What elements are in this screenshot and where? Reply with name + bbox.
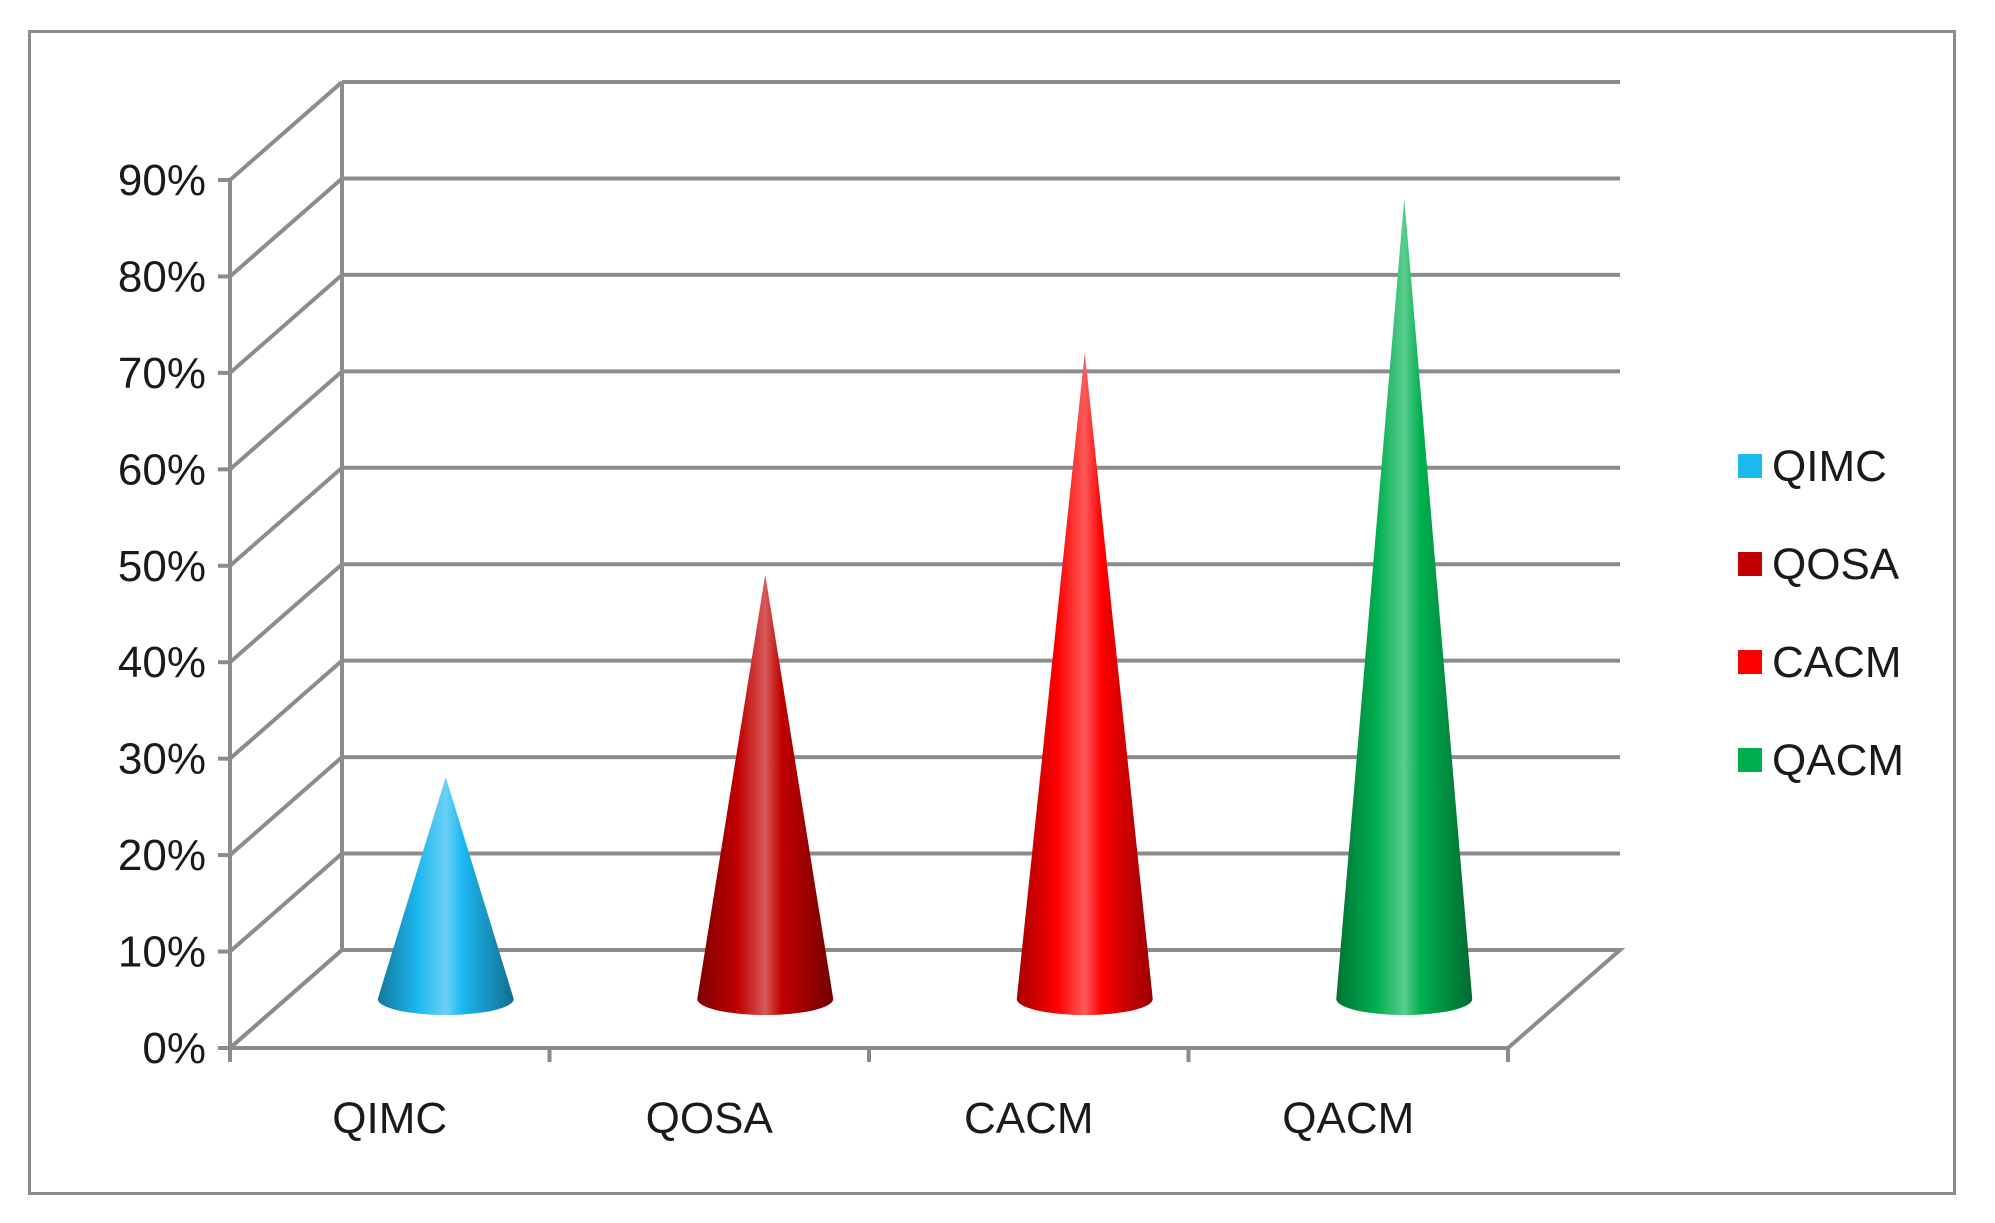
y-tick-label: 80%	[118, 252, 206, 301]
legend-label: CACM	[1772, 638, 1902, 687]
y-tick-label: 0%	[142, 1024, 206, 1073]
side-gridline	[228, 659, 344, 761]
legend-label: QIMC	[1772, 442, 1887, 491]
x-category-label: CACM	[964, 1094, 1094, 1143]
legend-label: QOSA	[1772, 540, 1900, 589]
y-axis-tick-labels: 0% 10% 20% 30% 40% 50% 60% 70% 80% 90%	[118, 156, 206, 1073]
cone-qacm	[1336, 198, 1473, 1015]
y-tick-label: 20%	[118, 831, 206, 880]
legend-swatch	[1738, 650, 1762, 674]
side-gridline	[228, 80, 344, 182]
side-gridline	[228, 369, 344, 471]
cones	[377, 198, 1473, 1015]
side-gridline	[228, 852, 344, 954]
legend-swatch	[1738, 552, 1762, 576]
cone-qosa	[697, 574, 834, 1015]
chart-frame	[28, 30, 1956, 1195]
side-gridline	[228, 562, 344, 664]
legend-swatch	[1738, 454, 1762, 478]
legend: QIMC QOSA CACM QACM	[1738, 442, 1904, 785]
side-gridline	[228, 466, 344, 568]
legend-swatch	[1738, 748, 1762, 772]
x-category-label: QIMC	[332, 1094, 447, 1143]
y-tick-label: 40%	[118, 638, 206, 687]
y-tick-label: 70%	[118, 349, 206, 398]
floor	[224, 948, 1626, 1050]
axes	[218, 178, 1626, 1062]
y-tick-label: 10%	[118, 928, 206, 977]
x-axis-category-labels: QIMC QOSA CACM QACM	[332, 1094, 1414, 1143]
side-gridline	[228, 176, 344, 278]
cone-cacm	[1016, 352, 1153, 1015]
legend-label: QACM	[1772, 736, 1904, 785]
y-tick-label: 30%	[118, 735, 206, 784]
y-tick-label: 50%	[118, 542, 206, 591]
x-category-label: QOSA	[646, 1094, 774, 1143]
x-category-label: QACM	[1282, 1094, 1414, 1143]
side-gridline	[228, 273, 344, 375]
cone-qimc	[377, 777, 514, 1015]
y-tick-label: 60%	[118, 445, 206, 494]
y-tick-label: 90%	[118, 156, 206, 205]
side-gridline	[228, 755, 344, 857]
